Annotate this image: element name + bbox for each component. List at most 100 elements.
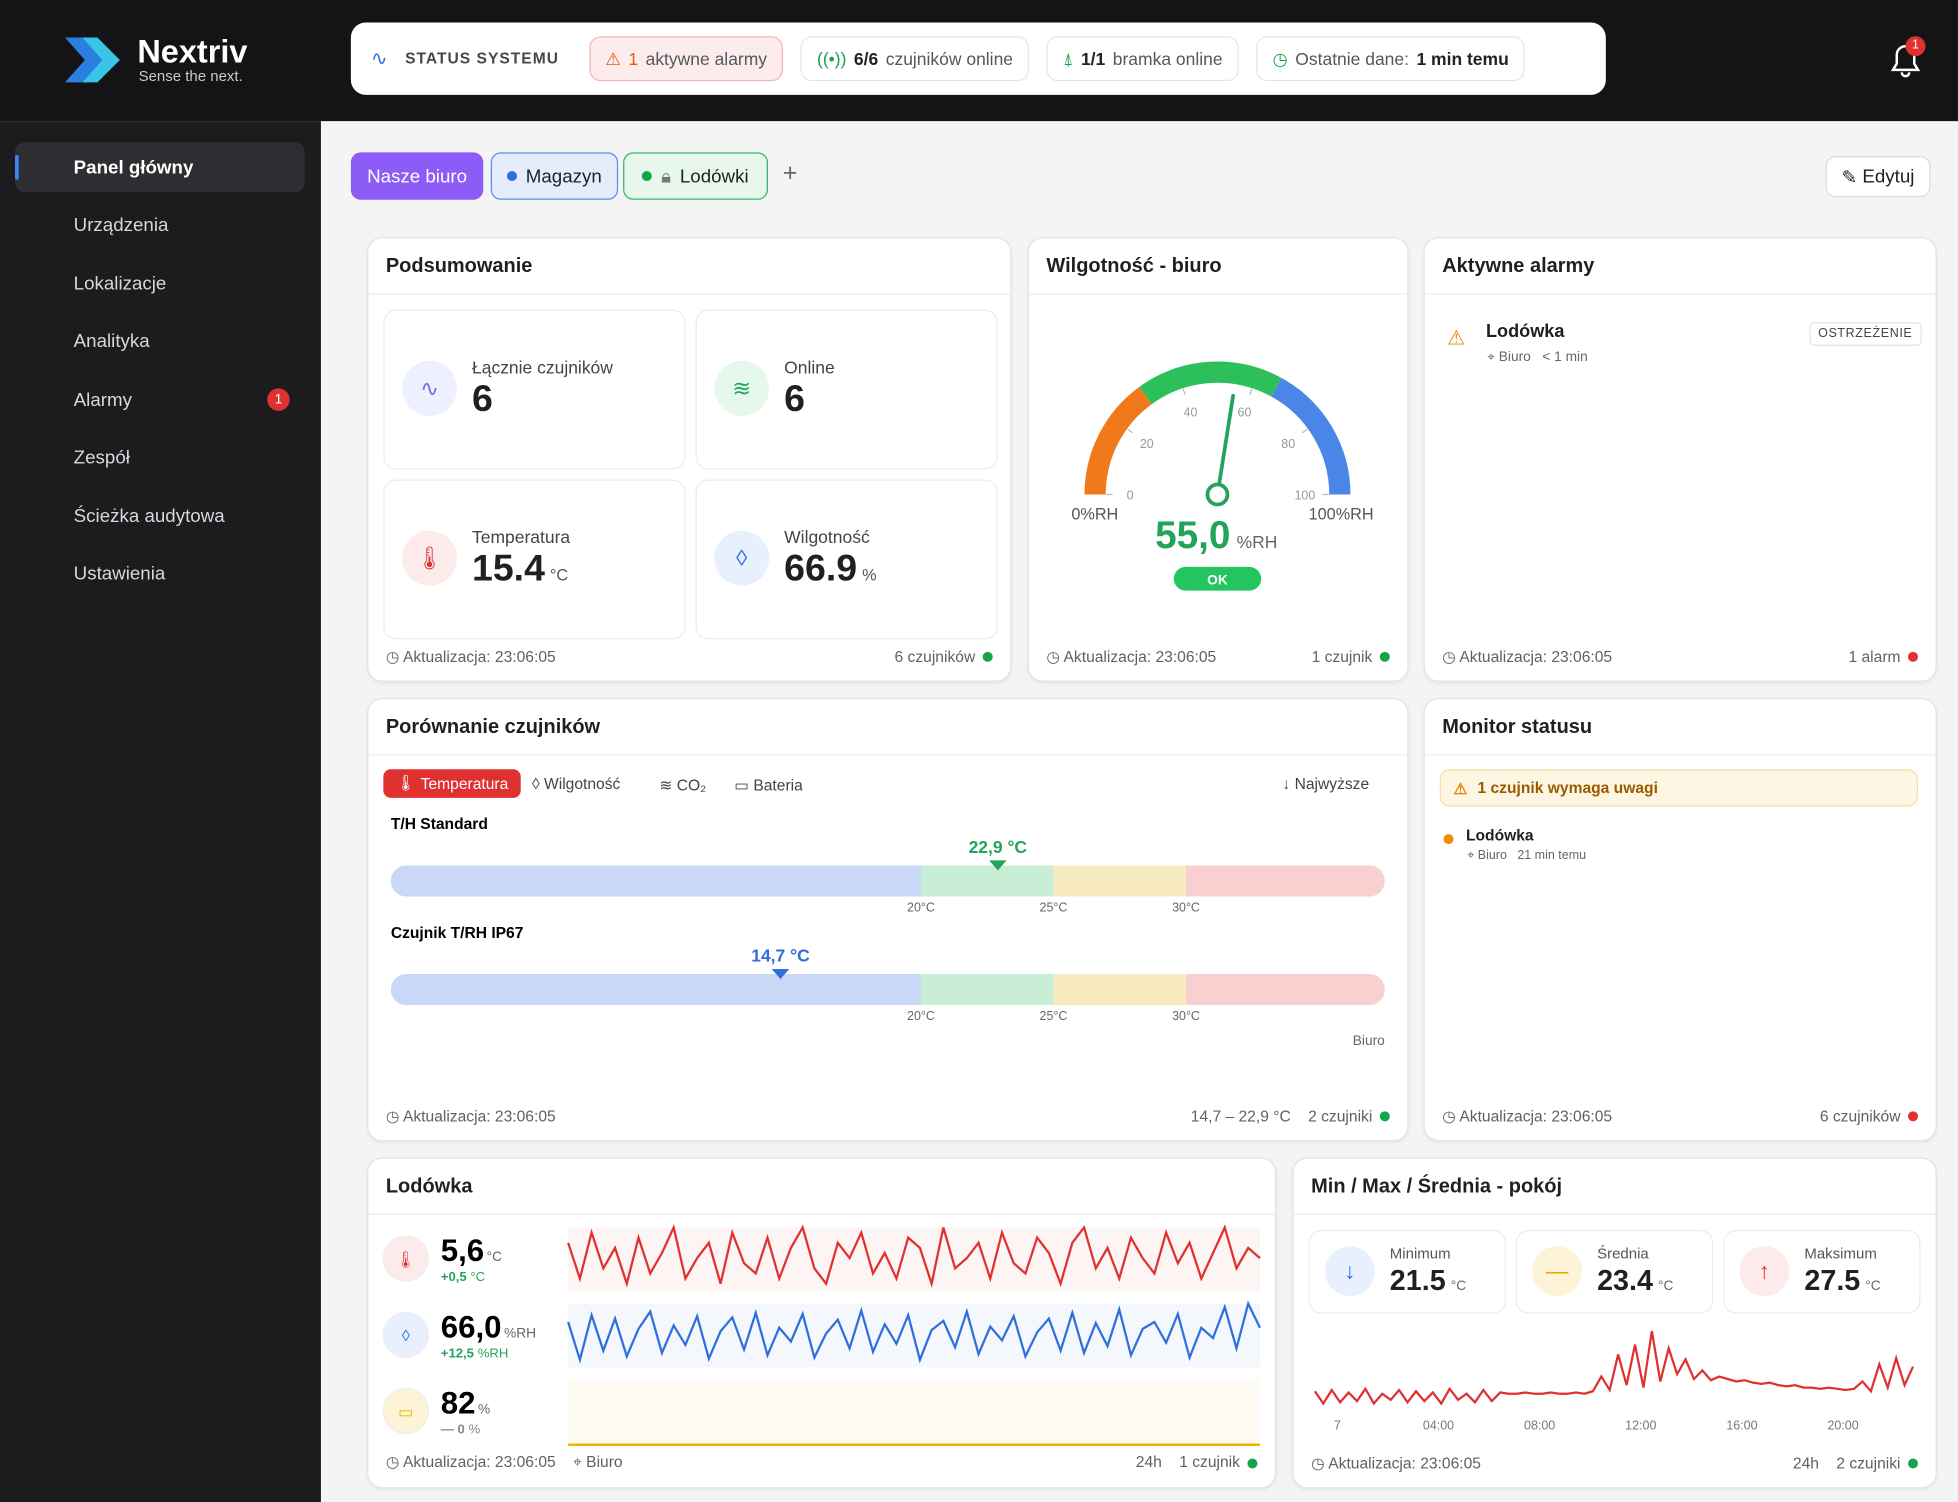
gauge-value-row: 55,0 %RH: [1155, 514, 1277, 557]
track-zone: [1053, 865, 1187, 897]
metric-icon-glyph: 🌡︎: [396, 1251, 417, 1269]
sparkline: [567, 1300, 1261, 1364]
add-tab[interactable]: +: [782, 159, 798, 188]
summary-tile: ≋ Online 6: [695, 309, 998, 470]
sort-button[interactable]: ↓ Najwyższe: [1282, 775, 1370, 793]
scale-tick-label: 30°C: [1172, 901, 1200, 915]
tab[interactable]: 🔒︎ Lodówki: [623, 152, 768, 200]
metric-unit: %RH: [504, 1325, 536, 1340]
tab-active[interactable]: Nasze biuro: [350, 152, 484, 200]
comparison-card: Porównanie czujników 🌡︎ Temperatura ◊ Wil…: [367, 698, 1409, 1142]
updated-text: Aktualizacja: 23:06:05: [1459, 1107, 1613, 1126]
nav-item[interactable]: Zespół: [15, 433, 305, 483]
x-tick-label: 08:00: [1524, 1419, 1555, 1433]
value-marker: [771, 968, 790, 979]
card-title: Porównanie czujników: [368, 699, 1408, 756]
track-zone: [1053, 973, 1187, 1006]
card-footer: ◷ Aktualizacja: 23:06:05 6 czujników: [386, 647, 993, 666]
device-name[interactable]: Lodówka: [1465, 826, 1534, 845]
updated-text: Aktualizacja: 23:06:05: [402, 1107, 556, 1126]
metric-value: 5,6: [441, 1233, 484, 1268]
metric-icon-glyph: ◊: [402, 1327, 410, 1345]
gauge-arc: [1271, 377, 1351, 495]
tab-label: Nasze biuro: [367, 165, 468, 187]
nav-item[interactable]: Panel główny: [14, 142, 305, 193]
track-zone: [920, 973, 1054, 1006]
gauge-arc: [1084, 386, 1153, 495]
gauge-tick-label: 100: [1294, 488, 1315, 502]
tab-label: Lodówki: [679, 165, 749, 187]
summary-tile: ◊ Wilgotność 66.9%: [695, 479, 998, 640]
nav-item[interactable]: Analityka: [15, 317, 305, 367]
warning-text: 1 czujnik wymaga uwagi: [1477, 779, 1658, 797]
gauge-needle: [1215, 393, 1235, 497]
card-footer: ◷ Aktualizacja: 23:06:05 ⌖ Biuro 24h 1 cz…: [386, 1452, 1258, 1472]
updated: ◷ Aktualizacja: 23:06:05: [385, 1107, 556, 1126]
tile-label: Wilgotność: [784, 526, 870, 547]
tile-label: Łącznie czujników: [472, 357, 613, 378]
metric-delta: +12,5: [441, 1345, 474, 1360]
stat-value-row: 23.4 °C: [1597, 1264, 1673, 1298]
tile-value: 6: [784, 378, 806, 420]
stat-icon: ↑: [1739, 1246, 1790, 1297]
gauge-tick: [1301, 428, 1308, 434]
card-footer: ◷ Aktualizacja: 23:06:05 1 alarm: [1442, 647, 1919, 666]
card-footer: ◷ Aktualizacja: 23:06:05 6 czujników: [1442, 1106, 1919, 1126]
nav-item[interactable]: Lokalizacje: [15, 258, 305, 308]
tile-icon: 🌡︎: [402, 530, 458, 586]
metric-icon: [382, 1387, 429, 1435]
card-footer: ◷ Aktualizacja: 23:06:05 1 czujnik: [1046, 647, 1390, 666]
nav-item[interactable]: Urządzenia: [15, 200, 305, 250]
alarm-chip[interactable]: ⚠ 1 aktywne alarmy: [588, 36, 784, 82]
tile-value-row: 6: [472, 378, 493, 420]
metric-tab[interactable]: ◊ Wilgotność: [531, 775, 621, 793]
metric-label: Temperatura: [420, 774, 509, 793]
stat-unit: °C: [1865, 1278, 1881, 1294]
stat-label: Maksimum: [1804, 1244, 1877, 1263]
tile-icon: ∿: [402, 360, 458, 416]
alarm-name[interactable]: Lodówka: [1485, 322, 1565, 343]
gauge-tick-label: 80: [1281, 437, 1295, 451]
track-zone: [390, 973, 921, 1006]
metric-tab[interactable]: ≋ CO₂: [659, 776, 707, 795]
nav-label: Zespół: [73, 447, 130, 469]
stat-value: 23.4: [1597, 1263, 1653, 1297]
value-label: 22,9 °C: [969, 837, 1028, 857]
nav-item[interactable]: Ścieżka audytowa: [15, 491, 305, 541]
metric-tab-active[interactable]: 🌡︎ Temperatura: [383, 769, 521, 798]
stat-unit: °C: [1657, 1278, 1674, 1294]
card-footer: ◷ Aktualizacja: 23:06:05 24h 2 czujniki: [1311, 1453, 1919, 1473]
device-time: 21 min temu: [1517, 849, 1587, 863]
updated: ◷ Aktualizacja: 23:06:05: [1442, 1107, 1613, 1126]
tab[interactable]: Magazyn: [490, 152, 619, 200]
nav-item[interactable]: Alarmy 1: [15, 375, 305, 425]
status-dot: [1379, 652, 1390, 663]
updated-text: Aktualizacja: 23:06:05: [1328, 1454, 1481, 1473]
edit-button[interactable]: ✎ Edytuj: [1825, 156, 1931, 198]
updated-text: Aktualizacja: 23:06:05: [1063, 648, 1217, 666]
gauge-arc: [1139, 361, 1282, 405]
gauge-tick-label: 40: [1184, 405, 1198, 419]
path-element: [82, 37, 120, 83]
summary-card: Podsumowanie ◷ Aktualizacja: 23:06:05 6 c…: [367, 237, 1012, 682]
warn-icon: ⚠: [1453, 779, 1468, 798]
x-tick-label: 12:00: [1625, 1419, 1656, 1433]
metric-unit: °C: [487, 1249, 502, 1264]
value-label: 14,7 °C: [751, 945, 810, 965]
status-monitor-card: Monitor statusu ⚠ 1 czujnik wymaga uwagi …: [1423, 698, 1937, 1142]
stat-tile: — Średnia 23.4 °C: [1515, 1229, 1714, 1314]
nav-item[interactable]: Ustawienia: [15, 549, 305, 599]
metric-label: Wilgotność: [544, 775, 621, 793]
gauge-tick-label: 60: [1238, 405, 1252, 419]
stat-label: Minimum: [1389, 1244, 1451, 1263]
stat-value-row: 21.5 °C: [1390, 1264, 1466, 1298]
signal-icon: ((•)): [817, 48, 847, 69]
metric-tab[interactable]: ▭ Bateria: [734, 776, 803, 795]
tile-icon: ◊: [714, 530, 770, 586]
status-dot: [1379, 1111, 1390, 1122]
sensor-count-text: 2 czujniki: [1308, 1106, 1373, 1125]
fridge-card: Lodówka 🌡︎ 5,6 °C +0,5 °C ◊ 66,0 %RH +12,5 %RH ▭ 82…: [367, 1157, 1277, 1489]
stat-tile: ↓ Minimum 21.5 °C: [1308, 1229, 1506, 1314]
tile-value-row: 15.4 °C: [472, 548, 568, 590]
